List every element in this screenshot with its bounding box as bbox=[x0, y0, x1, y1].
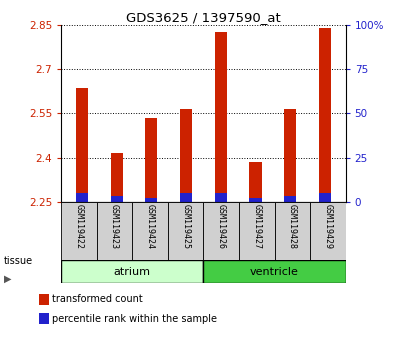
Bar bbox=[61, 260, 203, 283]
Text: GSM119423: GSM119423 bbox=[110, 204, 119, 249]
Bar bbox=[111, 196, 123, 202]
Bar bbox=[275, 202, 310, 260]
Bar bbox=[215, 32, 227, 202]
Text: atrium: atrium bbox=[114, 267, 151, 277]
Bar bbox=[39, 294, 49, 305]
Text: GSM119427: GSM119427 bbox=[252, 204, 261, 249]
Bar bbox=[76, 88, 88, 202]
Bar bbox=[180, 193, 192, 202]
Bar bbox=[249, 162, 261, 202]
Bar bbox=[203, 260, 346, 283]
Bar bbox=[61, 202, 97, 260]
Bar bbox=[319, 193, 331, 202]
Text: GSM119428: GSM119428 bbox=[288, 204, 297, 249]
Bar bbox=[145, 118, 158, 202]
Bar bbox=[215, 193, 227, 202]
Bar bbox=[76, 193, 88, 202]
Bar bbox=[284, 196, 296, 202]
Bar bbox=[97, 202, 132, 260]
Bar bbox=[111, 153, 123, 202]
Bar bbox=[180, 109, 192, 202]
Bar bbox=[284, 109, 296, 202]
Bar bbox=[310, 202, 346, 260]
Bar bbox=[145, 198, 158, 202]
Text: tissue: tissue bbox=[4, 256, 33, 266]
Title: GDS3625 / 1397590_at: GDS3625 / 1397590_at bbox=[126, 11, 281, 24]
Text: percentile rank within the sample: percentile rank within the sample bbox=[53, 314, 218, 324]
Text: ventricle: ventricle bbox=[250, 267, 299, 277]
Bar bbox=[168, 202, 203, 260]
Bar bbox=[319, 28, 331, 202]
Text: transformed count: transformed count bbox=[53, 294, 143, 304]
Bar bbox=[132, 202, 168, 260]
Bar bbox=[39, 313, 49, 324]
Text: GSM119426: GSM119426 bbox=[217, 204, 226, 249]
Text: ▶: ▶ bbox=[4, 273, 11, 284]
Bar bbox=[203, 202, 239, 260]
Bar bbox=[249, 198, 261, 202]
Text: GSM119422: GSM119422 bbox=[75, 204, 83, 249]
Text: GSM119424: GSM119424 bbox=[146, 204, 154, 249]
Text: GSM119425: GSM119425 bbox=[181, 204, 190, 249]
Bar bbox=[239, 202, 275, 260]
Text: GSM119429: GSM119429 bbox=[324, 204, 332, 249]
